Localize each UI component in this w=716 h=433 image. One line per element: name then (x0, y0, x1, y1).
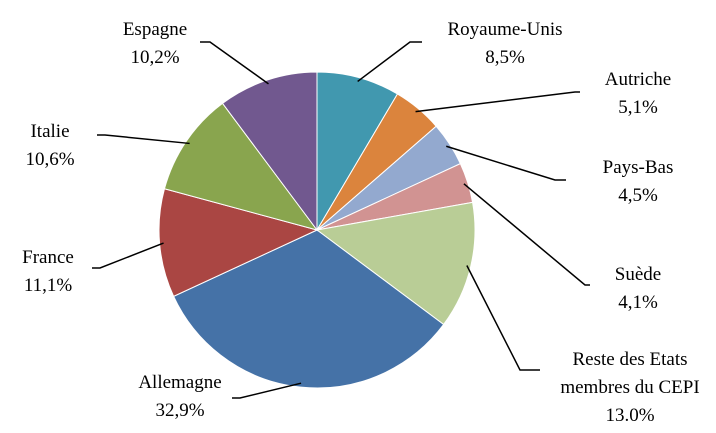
value-label: 5,1% (618, 97, 658, 118)
slice-label: Pays-Bas 4,5% (578, 154, 698, 210)
slice-label: Espagne 10,2% (95, 16, 215, 72)
leader-line (97, 134, 190, 145)
category-name: Suède (614, 264, 662, 285)
value-label: 32,9% (155, 400, 205, 421)
value-label: 4,5% (618, 185, 658, 206)
value-label: 8,5% (485, 47, 525, 68)
leader-line (463, 183, 590, 286)
slice-label: Allemagne 32,9% (110, 369, 250, 425)
category-name: Allemagne (138, 372, 222, 393)
pie-slice (172, 229, 445, 389)
category-name: Autriche (604, 69, 672, 90)
leader-line (357, 41, 422, 83)
value-label: 13.0% (605, 405, 655, 426)
slice-label: Suède 4,1% (578, 261, 698, 317)
leader-line (466, 265, 540, 371)
value-label: 4,1% (618, 292, 658, 313)
category-name: France (22, 247, 74, 268)
leader-line (415, 91, 580, 113)
slice-label: Reste des Etats membres du CEPI 13.0% (540, 346, 716, 430)
slice-label: France 11,1% (0, 244, 103, 300)
pie-slice (221, 71, 318, 232)
slice-label: Italie 10,6% (0, 118, 105, 174)
leader-line (446, 145, 566, 181)
pie-slice (158, 188, 319, 298)
pie-slice (316, 71, 399, 232)
value-label: 11,1% (23, 275, 73, 296)
category-name: Royaume-Unis (447, 19, 563, 40)
pie-slice (315, 201, 476, 326)
leader-line (232, 382, 302, 399)
slice-label: Autriche 5,1% (578, 66, 698, 122)
leader-line (92, 242, 164, 269)
category-name: Espagne (122, 19, 188, 40)
category-name: Reste des Etats membres du CEPI (560, 349, 700, 398)
category-name: Pays-Bas (602, 157, 674, 178)
pie-slice (163, 102, 319, 231)
value-label: 10,6% (25, 149, 75, 170)
value-label: 10,2% (130, 47, 180, 68)
leader-line (200, 41, 269, 85)
slice-label: Royaume-Unis 8,5% (405, 16, 605, 72)
category-name: Italie (30, 121, 70, 142)
